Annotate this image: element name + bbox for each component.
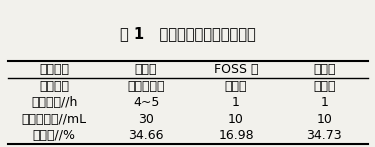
Text: 1: 1 xyxy=(232,96,240,109)
Text: 34.66: 34.66 xyxy=(128,129,164,142)
Text: FOSS 法: FOSS 法 xyxy=(214,63,258,76)
Text: 消化仪器: 消化仪器 xyxy=(39,80,69,93)
Text: 消化时间//h: 消化时间//h xyxy=(31,96,78,109)
Text: 4~5: 4~5 xyxy=(133,96,159,109)
Text: 消化方法: 消化方法 xyxy=(39,63,69,76)
Text: 34.73: 34.73 xyxy=(306,129,342,142)
Text: 浓硫酸用量//mL: 浓硫酸用量//mL xyxy=(22,113,87,126)
Text: 蒸馏瓶: 蒸馏瓶 xyxy=(313,80,336,93)
Text: 10: 10 xyxy=(316,113,332,126)
Text: 改进法: 改进法 xyxy=(313,63,336,76)
Text: 氮含量//%: 氮含量//% xyxy=(33,129,76,142)
Text: 30: 30 xyxy=(138,113,154,126)
Text: 1: 1 xyxy=(320,96,328,109)
Text: 16.98: 16.98 xyxy=(218,129,254,142)
Text: 表 1   不同消化方法的消化对比: 表 1 不同消化方法的消化对比 xyxy=(120,26,255,41)
Text: 10: 10 xyxy=(228,113,244,126)
Text: 国标法: 国标法 xyxy=(135,63,158,76)
Text: 蒸馏瓶: 蒸馏瓶 xyxy=(225,80,248,93)
Text: 凯氏定氮瓶: 凯氏定氮瓶 xyxy=(128,80,165,93)
